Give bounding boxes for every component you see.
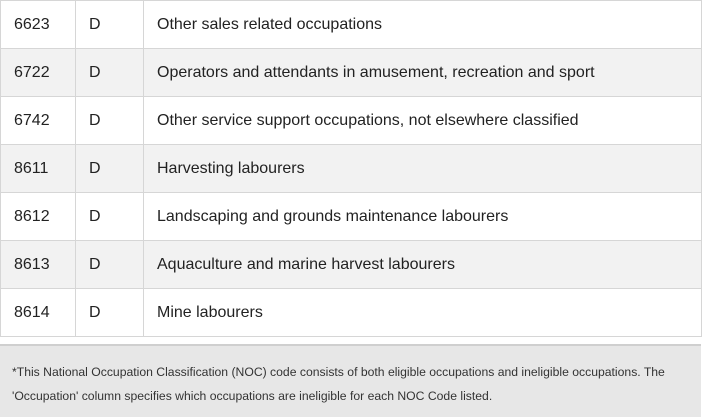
- skill-level-cell: D: [75, 288, 144, 337]
- noc-code-cell: 8612: [0, 192, 76, 241]
- occupation-cell: Mine labourers: [143, 288, 702, 337]
- noc-code-cell: 6623: [0, 0, 76, 49]
- table-row: 6623 D Other sales related occupations: [0, 0, 702, 49]
- noc-code-cell: 8613: [0, 240, 76, 289]
- noc-table-body: 6623 D Other sales related occupations 6…: [0, 0, 702, 337]
- table-row: 8613 D Aquaculture and marine harvest la…: [0, 240, 702, 289]
- footnote-text: *This National Occupation Classification…: [12, 365, 665, 403]
- noc-code-cell: 6742: [0, 96, 76, 145]
- table-row: 6742 D Other service support occupations…: [0, 96, 702, 145]
- table-row: 8611 D Harvesting labourers: [0, 144, 702, 193]
- occupation-cell: Other service support occupations, not e…: [143, 96, 702, 145]
- skill-level-cell: D: [75, 240, 144, 289]
- skill-level-cell: D: [75, 96, 144, 145]
- table-row: 6722 D Operators and attendants in amuse…: [0, 48, 702, 97]
- skill-level-cell: D: [75, 192, 144, 241]
- occupation-cell: Landscaping and grounds maintenance labo…: [143, 192, 702, 241]
- noc-code-cell: 8614: [0, 288, 76, 337]
- occupation-cell: Other sales related occupations: [143, 0, 702, 49]
- occupation-cell: Aquaculture and marine harvest labourers: [143, 240, 702, 289]
- table-footnote: *This National Occupation Classification…: [0, 344, 701, 417]
- skill-level-cell: D: [75, 48, 144, 97]
- table-row: 8612 D Landscaping and grounds maintenan…: [0, 192, 702, 241]
- occupation-cell: Operators and attendants in amusement, r…: [143, 48, 702, 97]
- table-row: 8614 D Mine labourers: [0, 288, 702, 337]
- skill-level-cell: D: [75, 0, 144, 49]
- occupation-cell: Harvesting labourers: [143, 144, 702, 193]
- noc-code-cell: 6722: [0, 48, 76, 97]
- noc-table: 6623 D Other sales related occupations 6…: [0, 0, 702, 337]
- skill-level-cell: D: [75, 144, 144, 193]
- noc-code-cell: 8611: [0, 144, 76, 193]
